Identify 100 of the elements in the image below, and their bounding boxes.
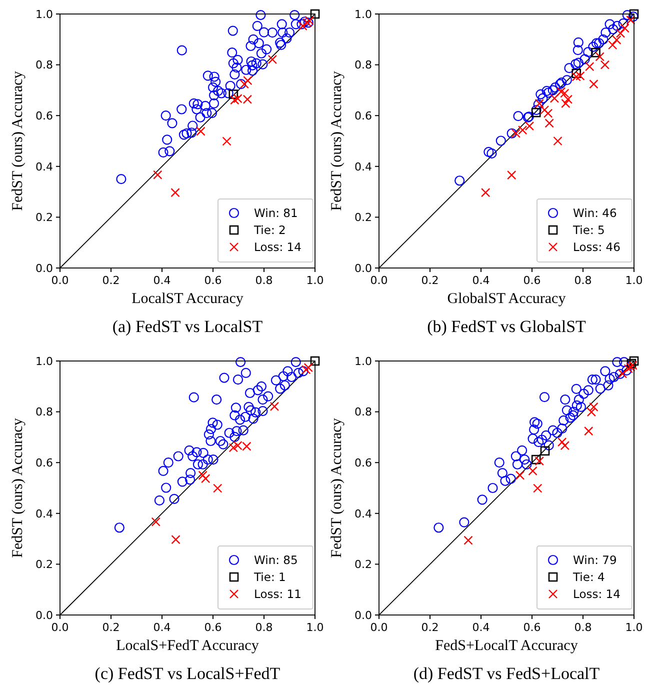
legend-label: Loss: 14 [573,587,620,602]
point [198,470,208,480]
point [484,146,494,157]
point [201,474,210,484]
point [531,454,541,464]
point [528,424,540,435]
point [494,458,504,468]
point [169,494,180,504]
y-axis-title: FedST (ours) Accuracy [329,70,345,211]
point [511,128,521,138]
point [574,394,584,405]
point [614,368,626,380]
y-axis-title: FedST (ours) Accuracy [10,418,26,558]
point [591,48,600,58]
y-axis-title: FedST (ours) Accuracy [329,418,345,558]
point [250,407,261,418]
point [240,412,250,422]
point [608,24,618,34]
x-tick-label: 1.0 [625,274,643,287]
point [208,418,218,428]
point [215,436,226,446]
point [218,439,228,450]
y-axis-title: FedST (ours) Accuracy [10,70,26,211]
point [198,448,208,458]
point [584,426,594,436]
point [612,356,622,368]
point [594,38,604,48]
x-tick-label: 0.0 [51,621,69,634]
point [540,105,550,115]
point [286,372,297,382]
x-tick-label: 0.4 [472,274,490,287]
point [310,9,320,19]
point [235,356,246,368]
point [561,98,570,108]
point [230,96,240,105]
y-tick-label: 0.4 [354,160,372,174]
point [228,443,238,452]
point [629,9,639,19]
point [480,188,490,198]
point [496,136,506,146]
point [258,406,268,416]
x-tick-label: 0.0 [370,274,388,287]
point [206,424,216,434]
point [540,446,550,456]
point [603,380,614,390]
x-tick-label: 0.4 [153,274,171,287]
legend-label: Tie: 1 [253,570,286,584]
x-tick-label: 0.4 [153,621,171,634]
x-axis-title: LocalS+FedT Accuracy [116,638,260,654]
legend-label: Win: 81 [254,206,298,220]
point [196,126,206,136]
point [522,459,532,470]
legend-label: Loss: 11 [254,587,302,602]
point [595,384,606,394]
point [531,108,541,118]
point [513,111,524,122]
y-tick-label: 0.4 [36,507,53,520]
legend-label: Win: 46 [573,206,617,220]
point [572,45,583,56]
legend-label: Win: 85 [254,553,298,568]
y-tick-label: 0.8 [354,58,372,72]
point [600,366,610,376]
point [524,121,534,131]
point [552,428,562,438]
point [543,108,553,118]
point [177,476,188,487]
x-tick-label: 0.6 [523,274,541,287]
point [600,60,610,70]
point [198,459,208,470]
y-tick-label: 0.6 [354,456,372,470]
point [616,28,626,38]
point [234,414,246,425]
y-tick-label: 0.8 [36,58,53,72]
legend-label: Loss: 14 [254,240,302,254]
point [184,445,194,456]
x-tick-label: 0.6 [523,621,541,634]
point [275,384,286,394]
point [586,407,596,417]
y-tick-label: 0.0 [36,608,53,622]
x-tick-label: 0.2 [421,621,439,634]
point [589,402,598,412]
point [550,94,560,103]
point [560,440,570,450]
x-tick-label: 0.6 [204,621,222,634]
x-tick-label: 1.0 [306,274,324,287]
point [612,20,622,31]
point [304,363,313,372]
point [515,470,525,480]
point [553,136,562,146]
point [626,15,636,25]
point [570,58,581,70]
point [161,482,172,493]
point [583,47,594,58]
point [540,430,552,440]
point [560,88,570,98]
point [572,68,582,78]
y-tick-label: 0.0 [36,262,53,275]
point [240,368,251,378]
x-tick-label: 0.2 [421,274,439,287]
y-tick-label: 0.2 [354,558,372,572]
